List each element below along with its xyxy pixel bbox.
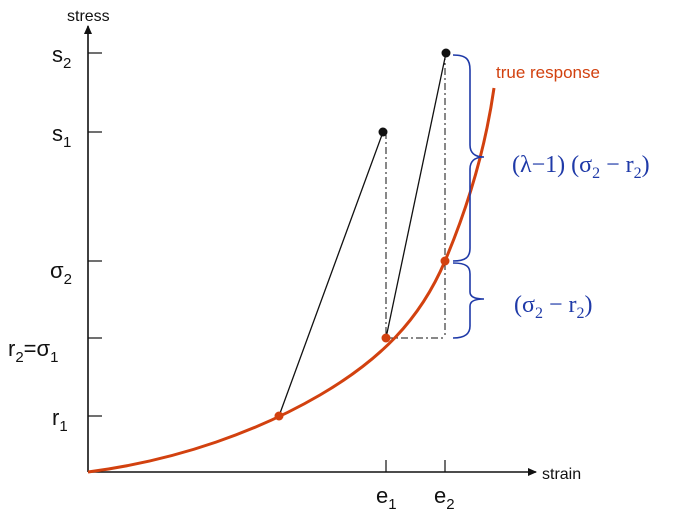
true-response-label: true response — [496, 63, 600, 82]
label-sigma2: σ2 — [50, 258, 72, 288]
label-r2-sigma1: r2=σ1 — [8, 336, 58, 366]
line-r2-to-s2 — [385, 52, 447, 339]
label-e2: e2 — [434, 483, 455, 513]
label-r1: r1 — [52, 405, 68, 435]
point-r2 — [381, 333, 391, 343]
point-s1 — [378, 127, 388, 137]
true-response-curve — [87, 87, 496, 474]
upper-brace-label: (λ−1) (σ2 − r2) — [512, 152, 650, 182]
label-e1: e1 — [376, 483, 397, 513]
label-s1: s1 — [52, 121, 71, 151]
lower-brace — [452, 262, 485, 339]
point-sigma2 — [440, 256, 450, 266]
label-s2: s2 — [52, 42, 71, 72]
x-axis-label: strain — [542, 466, 581, 483]
lower-brace-label: (σ2 − r2) — [514, 292, 592, 322]
y-axis-label: stress — [67, 8, 110, 25]
point-r1 — [274, 411, 284, 421]
upper-brace — [452, 54, 485, 262]
line-r1-to-s1 — [278, 131, 384, 417]
point-s2 — [441, 48, 451, 58]
